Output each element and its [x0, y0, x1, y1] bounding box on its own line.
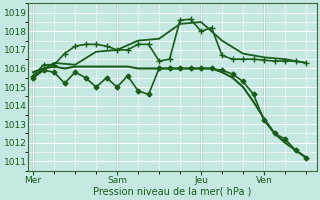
X-axis label: Pression niveau de la mer( hPa ): Pression niveau de la mer( hPa ) — [93, 187, 252, 197]
